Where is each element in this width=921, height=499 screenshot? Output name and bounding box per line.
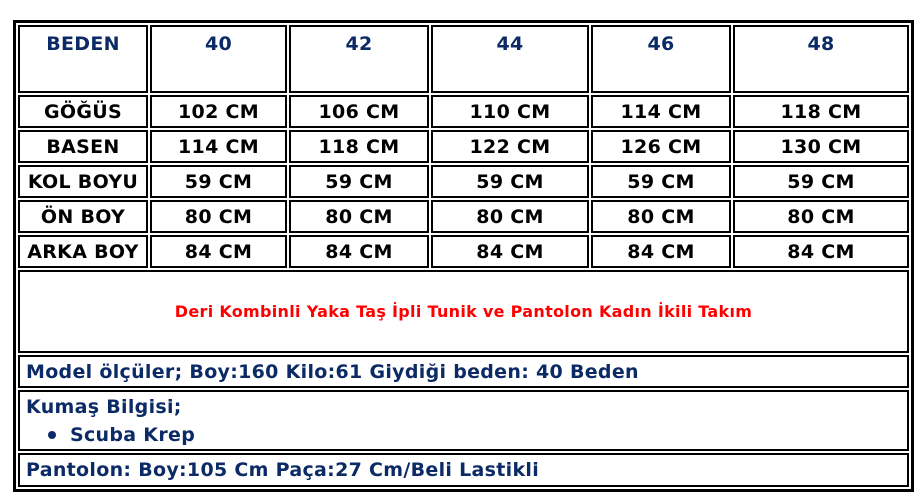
cell: 110 CM: [431, 95, 589, 128]
row-label: GÖĞÜS: [18, 95, 148, 128]
cell: 84 CM: [431, 235, 589, 268]
cell: 80 CM: [591, 200, 731, 233]
cell: 118 CM: [733, 95, 909, 128]
row-label: ARKA BOY: [18, 235, 148, 268]
header-cell: BEDEN: [18, 25, 148, 93]
header-cell: 44: [431, 25, 589, 93]
cell: 80 CM: [150, 200, 287, 233]
cell: 114 CM: [150, 130, 287, 163]
model-info: Model ölçüler; Boy:160 Kilo:61 Giydiği b…: [18, 355, 909, 388]
pants-info: Pantolon: Boy:105 Cm Paça:27 Cm/Beli Las…: [18, 453, 909, 487]
cell: 59 CM: [733, 165, 909, 198]
pants-info-row: Pantolon: Boy:105 Cm Paça:27 Cm/Beli Las…: [18, 453, 909, 487]
table-row: KOL BOYU 59 CM 59 CM 59 CM 59 CM 59 CM: [18, 165, 909, 198]
header-cell: 40: [150, 25, 287, 93]
fabric-info-row: Kumaş Bilgisi; Scuba Krep: [18, 390, 909, 451]
cell: 126 CM: [591, 130, 731, 163]
cell: 80 CM: [431, 200, 589, 233]
cell: 122 CM: [431, 130, 589, 163]
product-title-row: Deri Kombinli Yaka Taş İpli Tunik ve Pan…: [18, 270, 909, 353]
row-label: ÖN BOY: [18, 200, 148, 233]
product-title: Deri Kombinli Yaka Taş İpli Tunik ve Pan…: [18, 270, 909, 353]
cell: 59 CM: [591, 165, 731, 198]
table-row: BASEN 114 CM 118 CM 122 CM 126 CM 130 CM: [18, 130, 909, 163]
cell: 84 CM: [733, 235, 909, 268]
table-row: ARKA BOY 84 CM 84 CM 84 CM 84 CM 84 CM: [18, 235, 909, 268]
cell: 59 CM: [150, 165, 287, 198]
cell: 80 CM: [289, 200, 429, 233]
table-row: GÖĞÜS 102 CM 106 CM 110 CM 114 CM 118 CM: [18, 95, 909, 128]
table-row: ÖN BOY 80 CM 80 CM 80 CM 80 CM 80 CM: [18, 200, 909, 233]
cell: 118 CM: [289, 130, 429, 163]
cell: 59 CM: [289, 165, 429, 198]
cell: 130 CM: [733, 130, 909, 163]
fabric-info: Kumaş Bilgisi; Scuba Krep: [18, 390, 909, 451]
cell: 84 CM: [150, 235, 287, 268]
cell: 84 CM: [591, 235, 731, 268]
header-cell: 42: [289, 25, 429, 93]
cell: 102 CM: [150, 95, 287, 128]
fabric-item: Scuba Krep: [70, 423, 196, 446]
bullet-icon: [48, 431, 56, 439]
row-label: KOL BOYU: [18, 165, 148, 198]
cell: 80 CM: [733, 200, 909, 233]
header-cell: 48: [733, 25, 909, 93]
row-label: BASEN: [18, 130, 148, 163]
size-chart-table: BEDEN 40 42 44 46 48 GÖĞÜS 102 CM 106 CM…: [13, 20, 914, 492]
cell: 114 CM: [591, 95, 731, 128]
fabric-list-item: Scuba Krep: [26, 421, 907, 449]
header-row: BEDEN 40 42 44 46 48: [18, 25, 909, 93]
model-info-row: Model ölçüler; Boy:160 Kilo:61 Giydiği b…: [18, 355, 909, 388]
header-cell: 46: [591, 25, 731, 93]
cell: 106 CM: [289, 95, 429, 128]
cell: 84 CM: [289, 235, 429, 268]
cell: 59 CM: [431, 165, 589, 198]
fabric-heading: Kumaş Bilgisi;: [26, 395, 182, 418]
